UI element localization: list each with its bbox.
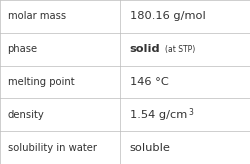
Text: molar mass: molar mass: [8, 11, 66, 21]
Text: melting point: melting point: [8, 77, 74, 87]
Text: 180.16 g/mol: 180.16 g/mol: [130, 11, 205, 21]
Text: density: density: [8, 110, 44, 120]
Text: solid: solid: [130, 44, 160, 54]
Text: soluble: soluble: [130, 143, 170, 153]
Text: solubility in water: solubility in water: [8, 143, 96, 153]
Text: (at STP): (at STP): [165, 45, 196, 54]
Text: 1.54 g/cm: 1.54 g/cm: [130, 110, 187, 120]
Text: phase: phase: [8, 44, 38, 54]
Text: 146 °C: 146 °C: [130, 77, 168, 87]
Text: 3: 3: [188, 108, 193, 117]
